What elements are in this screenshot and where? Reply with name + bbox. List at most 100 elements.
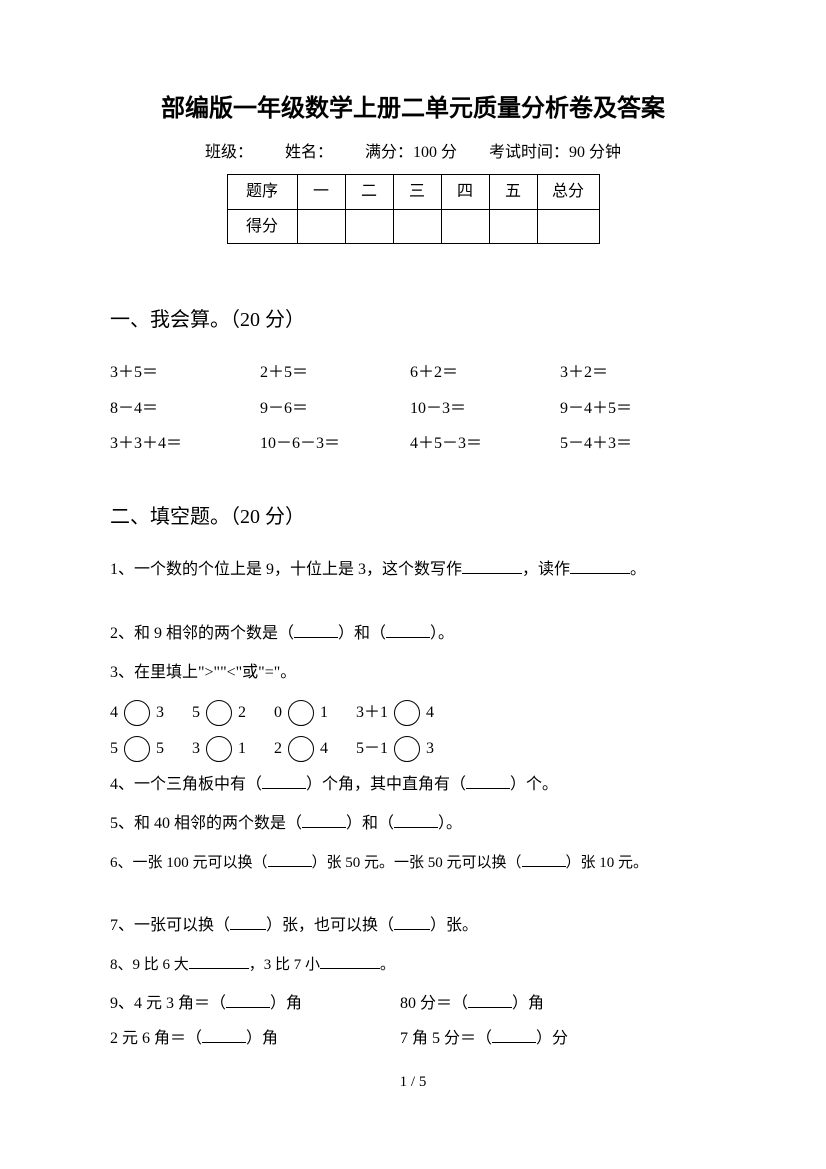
q9-r1-right-suffix: ）角 <box>512 995 544 1012</box>
score-cell <box>537 209 599 244</box>
blank <box>230 914 266 930</box>
blank <box>302 812 346 828</box>
compare-item: 2 4 <box>274 736 328 762</box>
compare-right: 1 <box>238 736 246 762</box>
compare-row-1: 4 3 5 2 0 1 3＋1 4 <box>110 700 716 726</box>
compare-left: 4 <box>110 700 118 726</box>
compare-right: 4 <box>426 700 434 726</box>
q4-mid: ）个角，其中直角有（ <box>306 776 466 793</box>
compare-item: 3＋1 4 <box>356 700 434 726</box>
q9-r2-right-prefix: 7 角 5 分＝（ <box>400 1030 492 1047</box>
exam-info: 班级： 姓名： 满分：100 分 考试时间：90 分钟 <box>110 140 716 166</box>
q9-r1-left-suffix: ）角 <box>270 995 302 1012</box>
calc-item: 6＋2＝ <box>410 360 560 386</box>
blank <box>320 954 380 969</box>
circle-blank <box>206 700 232 726</box>
compare-right: 5 <box>156 736 164 762</box>
calc-item: 9－4＋5＝ <box>560 396 710 422</box>
compare-right: 1 <box>320 700 328 726</box>
score-row-label: 得分 <box>227 209 297 244</box>
blank <box>268 852 312 867</box>
section-1-heading: 一、我会算。（20 分） <box>110 304 716 336</box>
score-cell <box>345 209 393 244</box>
calc-item: 5－4＋3＝ <box>560 431 710 457</box>
score-cell <box>489 209 537 244</box>
compare-left: 2 <box>274 736 282 762</box>
calc-item: 3＋5＝ <box>110 360 260 386</box>
q4-prefix: 4、一个三角板中有（ <box>110 776 262 793</box>
question-9-row1: 9、4 元 3 角＝（）角 80 分＝（）角 <box>110 991 716 1017</box>
score-col-2: 二 <box>345 174 393 209</box>
blank <box>394 914 430 930</box>
q7-prefix: 7、一张可以换（ <box>110 917 230 934</box>
class-label: 班级： <box>205 144 253 161</box>
compare-item: 4 3 <box>110 700 164 726</box>
question-5: 5、和 40 相邻的两个数是（）和（）。 <box>110 811 716 837</box>
full-score: 满分：100 分 <box>365 144 457 161</box>
q9-r2-right-suffix: ）分 <box>536 1030 568 1047</box>
score-col-5: 五 <box>489 174 537 209</box>
calc-item: 10－6－3＝ <box>260 431 410 457</box>
circle-blank <box>394 736 420 762</box>
score-col-3: 三 <box>393 174 441 209</box>
q2-suffix: ）。 <box>430 625 454 642</box>
q6-prefix: 6、一张 100 元可以换（ <box>110 855 268 871</box>
score-cell <box>393 209 441 244</box>
q8-mid: ，3 比 7 小 <box>249 957 320 973</box>
compare-left: 3 <box>192 736 200 762</box>
score-header-label: 题序 <box>227 174 297 209</box>
circle-blank <box>206 736 232 762</box>
question-2: 2、和 9 相邻的两个数是（）和（）。 <box>110 621 716 647</box>
compare-left: 0 <box>274 700 282 726</box>
circle-blank <box>394 700 420 726</box>
score-cell <box>297 209 345 244</box>
section-2-heading: 二、填空题。（20 分） <box>110 501 716 533</box>
q1-mid: ，读作 <box>522 561 570 578</box>
q5-suffix: ）。 <box>438 815 462 832</box>
compare-right: 2 <box>238 700 246 726</box>
q5-mid: ）和（ <box>346 815 394 832</box>
circle-blank <box>288 736 314 762</box>
page-title: 部编版一年级数学上册二单元质量分析卷及答案 <box>110 90 716 128</box>
blank <box>202 1027 246 1043</box>
question-8: 8、9 比 6 大 ，3 比 7 小 。 <box>110 953 716 977</box>
calc-item: 3＋3＋4＝ <box>110 431 260 457</box>
blank <box>522 852 566 867</box>
compare-left: 5 <box>192 700 200 726</box>
compare-right: 3 <box>426 736 434 762</box>
blank <box>294 622 338 638</box>
compare-right: 4 <box>320 736 328 762</box>
q4-suffix: ）个。 <box>510 776 558 793</box>
compare-left: 3＋1 <box>356 700 388 726</box>
calc-grid: 3＋5＝ 2＋5＝ 6＋2＝ 3＋2＝ 8－4＝ 9－6＝ 10－3＝ 9－4＋… <box>110 360 716 457</box>
q9-r2-left-prefix: 2 元 6 角＝（ <box>110 1030 202 1047</box>
q6-mid: ）张 50 元。一张 50 元可以换（ <box>312 855 522 871</box>
score-cell <box>441 209 489 244</box>
compare-row-2: 5 5 3 1 2 4 5－1 3 <box>110 736 716 762</box>
q7-suffix: ）张。 <box>430 917 478 934</box>
calc-item: 2＋5＝ <box>260 360 410 386</box>
q2-mid: ）和（ <box>338 625 386 642</box>
question-3-heading: 3、在里填上">""<"或"="。 <box>110 660 716 686</box>
q9-r2-left-suffix: ）角 <box>246 1030 278 1047</box>
q8-suffix: 。 <box>380 957 395 973</box>
compare-left: 5－1 <box>356 736 388 762</box>
compare-right: 3 <box>156 700 164 726</box>
blank <box>570 558 630 574</box>
q6-suffix: ）张 10 元。 <box>566 855 649 871</box>
q8-prefix: 8、9 比 6 大 <box>110 957 189 973</box>
score-col-1: 一 <box>297 174 345 209</box>
compare-item: 3 1 <box>192 736 246 762</box>
compare-item: 5－1 3 <box>356 736 434 762</box>
calc-item: 4＋5－3＝ <box>410 431 560 457</box>
compare-item: 5 5 <box>110 736 164 762</box>
blank <box>226 992 270 1008</box>
circle-blank <box>124 700 150 726</box>
blank <box>262 773 306 789</box>
question-1: 1、一个数的个位上是 9，十位上是 3，这个数写作，读作。 <box>110 557 716 583</box>
blank <box>462 558 522 574</box>
blank <box>386 622 430 638</box>
question-7: 7、一张可以换（）张，也可以换（）张。 <box>110 913 716 939</box>
compare-left: 5 <box>110 736 118 762</box>
question-9-row2: 2 元 6 角＝（ ）角 7 角 5 分＝（ ）分 <box>110 1026 716 1052</box>
